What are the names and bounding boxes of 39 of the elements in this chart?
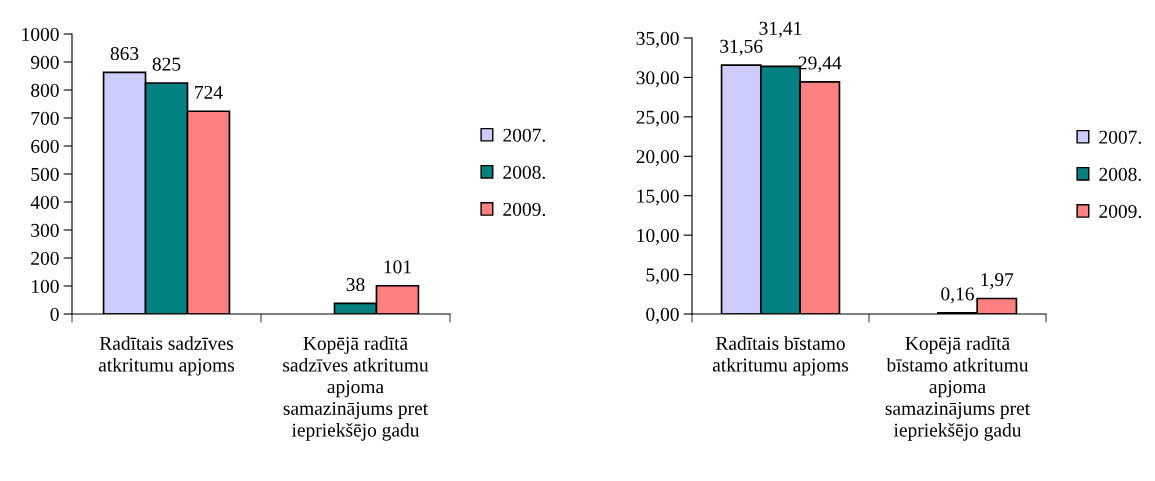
y-tick-label: 900 (30, 55, 59, 69)
data-label: 0,16 (941, 287, 974, 304)
data-label: 825 (152, 57, 181, 71)
y-tick-label: 25,00 (636, 110, 679, 127)
x-tick-label: Radītais sadzīves atkritumu apjoms (98, 336, 235, 376)
y-tick-label: 300 (31, 223, 59, 237)
data-label: 1,97 (981, 273, 1014, 289)
y-tick-label: 200 (31, 251, 59, 265)
x-tick-label: Kopējā radītā sadzīves atkritumu apjoma samazinājums pret iepriekšējo gadu (283, 336, 429, 441)
y-tick-label: 5,00 (646, 268, 679, 285)
y-tick-label: 1000 (22, 27, 59, 41)
legend-label: 2007. (1099, 130, 1141, 144)
y-tick-label: 0,00 (646, 307, 679, 324)
legend-label: 2009. (1099, 204, 1141, 219)
y-tick-label: 15,00 (637, 189, 679, 206)
y-tick-label: 10,00 (637, 228, 679, 245)
legend-label: 2008. (1099, 167, 1141, 181)
x-tick-label: Kopējā radītā bīstamo atkritumu apjoma samazinājums pret iepriekšējo gadu (885, 336, 1031, 441)
legend-label: 2009. (503, 202, 545, 217)
y-tick-label: 800 (31, 83, 59, 97)
data-label: 863 (110, 46, 139, 61)
legend-label: 2008. (503, 165, 545, 179)
data-label: 38 (346, 277, 365, 292)
y-tick-label: 20,00 (636, 150, 679, 167)
data-label: 29,44 (798, 56, 842, 73)
y-tick-label: 700 (31, 111, 59, 125)
data-label: 101 (384, 260, 411, 274)
data-label: 31,56 (720, 39, 763, 56)
legend-label: 2007. (503, 128, 545, 142)
x-tick-label: Radītais bīstamo atkritumu apjoms (712, 336, 849, 376)
y-tick-label: 30,00 (636, 71, 679, 88)
y-tick-label: 400 (30, 195, 59, 209)
y-tick-label: 500 (31, 167, 59, 181)
y-tick-label: 0 (50, 307, 59, 321)
y-tick-label: 100 (32, 279, 59, 293)
data-label: 724 (195, 85, 223, 99)
y-tick-label: 600 (31, 139, 59, 153)
data-label: 31,41 (759, 21, 802, 38)
y-tick-label: 35,00 (636, 31, 679, 48)
